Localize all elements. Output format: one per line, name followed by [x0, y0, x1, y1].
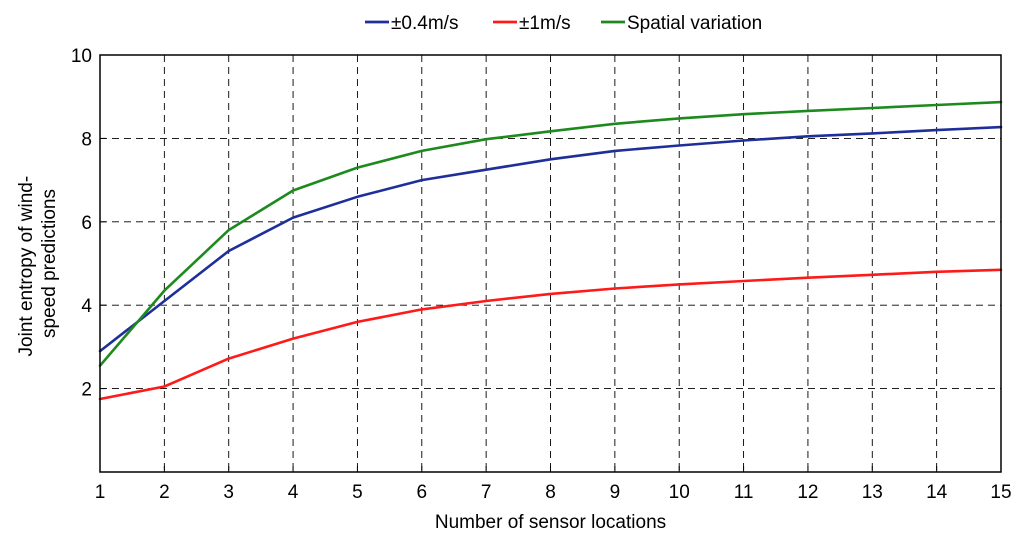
y-axis-label-line-2: speed predictions — [39, 189, 60, 338]
x-tick-label: 2 — [159, 482, 170, 503]
y-axis-label: Joint entropy of wind- speed predictions — [16, 171, 60, 357]
legend-label: ±0.4m/s — [391, 13, 458, 34]
series-line — [98, 268, 1003, 401]
x-tick-label: 12 — [797, 482, 818, 503]
y-tick-label: 2 — [81, 380, 92, 401]
x-tick-label: 9 — [610, 482, 621, 503]
x-tick-label: 4 — [288, 482, 299, 503]
y-tick-label: 8 — [81, 129, 92, 150]
x-tick-label: 7 — [481, 482, 492, 503]
x-tick-label: 11 — [734, 482, 754, 503]
grid — [100, 55, 1001, 472]
legend-label: Spatial variation — [627, 13, 762, 34]
series-lines — [98, 100, 1003, 401]
series-line — [98, 125, 1003, 353]
x-tick-label: 3 — [223, 482, 234, 503]
y-tick-label: 10 — [71, 46, 92, 67]
x-tick-label: 10 — [669, 482, 690, 503]
x-tick-label: 15 — [990, 482, 1011, 503]
y-axis-label-line-1: Joint entropy of wind- — [16, 176, 37, 357]
x-tick-label: 13 — [862, 482, 883, 503]
x-tick-label: 5 — [352, 482, 363, 503]
x-tick-label: 1 — [95, 482, 106, 503]
x-tick-label: 14 — [926, 482, 948, 503]
x-tick-label: 8 — [545, 482, 556, 503]
legend: ±0.4m/s ±1m/s Spatial variation — [365, 13, 762, 34]
y-tick-label: 4 — [81, 296, 92, 317]
x-axis-label: Number of sensor locations — [435, 512, 666, 533]
legend-label: ±1m/s — [519, 13, 571, 34]
x-tick-label: 6 — [416, 482, 427, 503]
series-line — [98, 100, 1003, 368]
y-tick-label: 6 — [81, 213, 92, 234]
